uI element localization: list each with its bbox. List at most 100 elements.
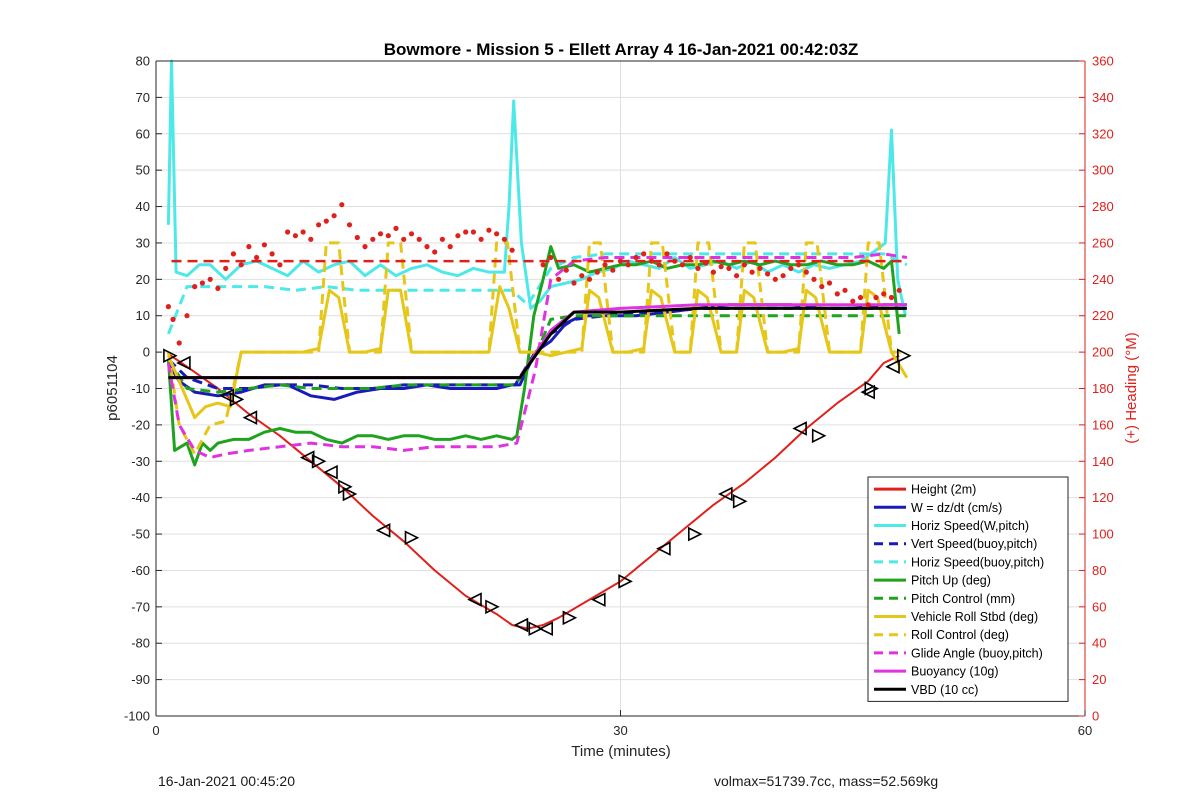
- heading-point: [610, 267, 616, 273]
- heading-point: [331, 213, 337, 219]
- depth-marker: [163, 348, 178, 363]
- depth-marker: [885, 359, 900, 374]
- depth-marker: [618, 574, 633, 589]
- heading-point: [826, 280, 833, 286]
- heading-point: [788, 265, 794, 271]
- y-tick-label: -20: [131, 417, 150, 432]
- heading-point: [881, 291, 887, 297]
- footer-timestamp: 16-Jan-2021 00:45:20: [158, 773, 295, 789]
- series-line-8: [166, 241, 907, 456]
- heading-point: [594, 269, 600, 275]
- heading-point: [455, 233, 461, 239]
- y2-tick-label: 0: [1092, 709, 1099, 724]
- heading-point: [509, 247, 515, 253]
- legend-label: Vert Speed(buoy,pitch): [911, 537, 1037, 551]
- y-tick-label: 50: [136, 163, 150, 178]
- heading-point: [277, 262, 283, 268]
- depth-marker: [176, 355, 191, 371]
- y-tick-label: 0: [143, 345, 150, 360]
- depth-marker: [528, 621, 544, 636]
- heading-point: [207, 276, 213, 282]
- series-line-2: [166, 59, 907, 317]
- depth-marker: [656, 541, 671, 556]
- heading-point: [165, 304, 171, 310]
- heading-point: [625, 262, 631, 268]
- heading-point: [308, 236, 314, 242]
- depth-marker: [219, 388, 234, 404]
- series-line-0: [167, 353, 900, 630]
- heading-point: [230, 251, 236, 257]
- y-tick-label: -50: [131, 527, 150, 542]
- heading-point: [842, 287, 848, 293]
- y-tick-label: -60: [131, 563, 150, 578]
- heading-point: [703, 260, 709, 266]
- y-tick-label: 20: [136, 272, 150, 287]
- heading-point: [548, 254, 554, 261]
- heading-point: [316, 222, 322, 228]
- x-tick-label: 0: [152, 723, 159, 738]
- heading-point: [819, 284, 825, 290]
- y2-tick-label: 360: [1092, 54, 1114, 69]
- heading-point: [888, 294, 895, 301]
- heading-point: [672, 258, 678, 264]
- heading-point: [664, 251, 670, 257]
- depth-marker: [311, 454, 327, 469]
- heading-point: [170, 316, 176, 322]
- heading-point: [370, 236, 376, 242]
- heading-point: [780, 273, 786, 279]
- heading-point: [718, 264, 724, 270]
- heading-point: [796, 262, 802, 268]
- y-tick-label: -80: [131, 636, 150, 651]
- heading-point: [850, 298, 856, 304]
- y2-tick-label: 200: [1092, 345, 1114, 360]
- heading-point: [339, 202, 345, 208]
- heading-point: [896, 287, 902, 293]
- heading-point: [470, 229, 476, 235]
- y2-tick-label: 260: [1092, 235, 1114, 250]
- heading-point: [261, 242, 267, 248]
- legend-label: Vehicle Roll Stbd (deg): [911, 610, 1038, 624]
- legend-label: VBD (10 cc): [911, 683, 978, 697]
- y2-tick-label: 280: [1092, 199, 1114, 214]
- heading-point: [687, 254, 693, 261]
- y2-axis-label: (+) Heading (°M): [1123, 332, 1140, 443]
- y2-tick-label: 80: [1092, 563, 1106, 578]
- y2-tick-label: 40: [1092, 636, 1106, 651]
- y2-tick-label: 300: [1092, 163, 1114, 178]
- heading-point: [377, 231, 384, 237]
- chart-title: Bowmore - Mission 5 - Ellett Array 4 16-…: [384, 40, 859, 59]
- heading-point: [571, 280, 577, 286]
- series-line-11: [168, 306, 907, 380]
- heading-point: [424, 244, 430, 250]
- heading-point: [710, 269, 717, 275]
- heading-point: [734, 273, 740, 279]
- legend-label: Roll Control (deg): [911, 628, 1009, 642]
- depth-marker: [513, 617, 529, 633]
- x-tick-label: 60: [1078, 723, 1092, 738]
- heading-point: [323, 218, 329, 224]
- legend-label: Height (2m): [911, 483, 976, 497]
- y2-tick-label: 320: [1092, 126, 1114, 141]
- heading-point: [223, 265, 229, 271]
- y2-tick-label: 140: [1092, 454, 1114, 469]
- heading-point: [463, 229, 469, 235]
- heading-point: [633, 254, 639, 261]
- legend-label: Pitch Control (mm): [911, 592, 1015, 606]
- y2-tick-label: 220: [1092, 308, 1114, 323]
- x-axis-label: Time (minutes): [571, 743, 670, 760]
- legend: Height (2m) W = dz/dt (cm/s) Horiz Speed(W…: [867, 476, 1069, 702]
- y-tick-label: 70: [136, 90, 150, 105]
- series-line-3: [167, 306, 907, 390]
- y-tick-label: -30: [131, 454, 150, 469]
- heading-point: [494, 231, 500, 237]
- heading-point: [865, 302, 871, 308]
- legend-label: Horiz Speed(W,pitch): [911, 519, 1029, 533]
- ticks: 0 30 60-100-90-80-70-60-50-40-30-20-100102…: [124, 54, 1114, 739]
- heading-point: [300, 229, 306, 235]
- depth-marker: [732, 494, 748, 509]
- heading-point: [586, 276, 593, 282]
- depth-marker: [375, 523, 391, 538]
- heading-point: [834, 291, 840, 297]
- depth-marker: [811, 428, 827, 444]
